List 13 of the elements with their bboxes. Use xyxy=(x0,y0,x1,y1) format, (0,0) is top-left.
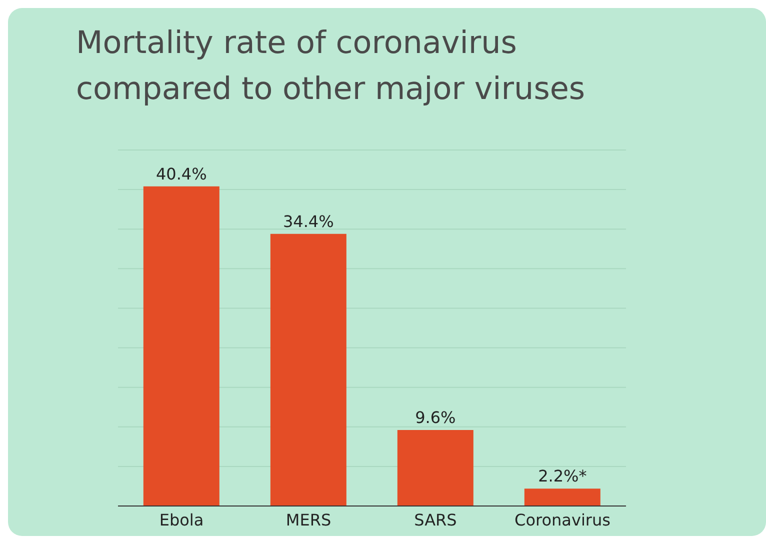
x-tick-label: Ebola xyxy=(159,510,204,530)
bar xyxy=(397,430,474,506)
bar xyxy=(270,234,346,506)
x-tick-label: Coronavirus xyxy=(514,510,610,530)
x-tick-label: SARS xyxy=(414,510,457,530)
data-label: 9.6% xyxy=(415,408,456,428)
data-label: 2.2%* xyxy=(538,466,587,486)
bar xyxy=(143,186,220,506)
data-label: 34.4% xyxy=(282,212,334,231)
data-label: 40.4% xyxy=(156,164,207,184)
x-tick-label: MERS xyxy=(286,510,332,530)
bar xyxy=(524,488,600,506)
chart-title: Mortality rate of coronavirus compared to other major viruses xyxy=(76,24,586,109)
